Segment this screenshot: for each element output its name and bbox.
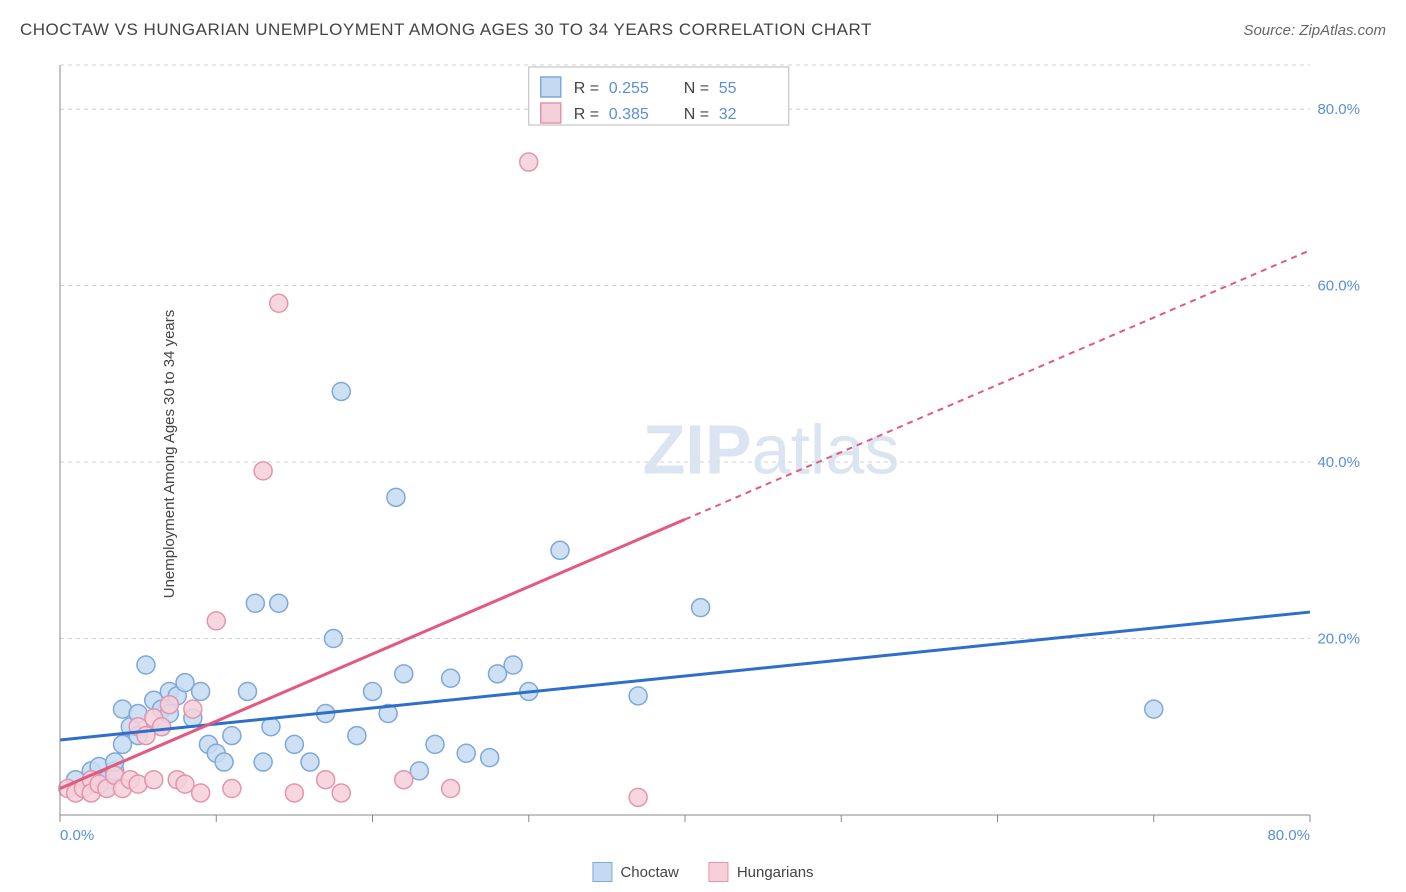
data-point (246, 594, 264, 612)
data-point (137, 656, 155, 674)
data-point (239, 682, 257, 700)
correlation-legend (529, 67, 789, 125)
legend-label: Choctaw (620, 864, 678, 881)
data-point (520, 153, 538, 171)
data-point (692, 599, 710, 617)
y-tick-label: 60.0% (1317, 278, 1360, 295)
legend-r-label: R = (574, 80, 599, 97)
legend-swatch (541, 103, 561, 123)
data-point (481, 749, 499, 767)
chart-source: Source: ZipAtlas.com (1243, 22, 1386, 39)
data-point (442, 780, 460, 798)
legend-item: Hungarians (709, 862, 814, 882)
legend-item: Choctaw (592, 862, 678, 882)
bottom-legend: Choctaw Hungarians (592, 862, 813, 882)
legend-r-value: 0.385 (609, 106, 649, 123)
data-point (223, 727, 241, 745)
legend-r-label: R = (574, 106, 599, 123)
legend-swatch (592, 862, 612, 882)
data-point (395, 771, 413, 789)
legend-swatch (541, 77, 561, 97)
legend-label: Hungarians (737, 864, 814, 881)
legend-n-label: N = (684, 106, 709, 123)
data-point (317, 771, 335, 789)
data-point (442, 669, 460, 687)
x-tick-label: 0.0% (60, 827, 94, 844)
data-point (192, 682, 210, 700)
chart-container: Unemployment Among Ages 30 to 34 years Z… (45, 55, 1386, 852)
data-point (395, 665, 413, 683)
data-point (301, 753, 319, 771)
data-point (184, 700, 202, 718)
data-point (1145, 700, 1163, 718)
data-point (457, 744, 475, 762)
data-point (332, 784, 350, 802)
data-point (254, 462, 272, 480)
scatter-chart: ZIPatlas 0.0% 80.0% 20.0% 40.0% 60.0% 80.0% R =… (45, 55, 1365, 845)
data-point (504, 656, 522, 674)
y-axis-label: Unemployment Among Ages 30 to 34 years (161, 309, 178, 598)
trend-line (60, 612, 1310, 740)
y-tick-label: 80.0% (1317, 101, 1360, 118)
legend-n-label: N = (684, 80, 709, 97)
data-point (192, 784, 210, 802)
data-point (215, 753, 233, 771)
data-point (254, 753, 272, 771)
y-tick-label: 40.0% (1317, 454, 1360, 471)
data-point (551, 541, 569, 559)
legend-swatch (709, 862, 729, 882)
data-point (153, 718, 171, 736)
data-point (223, 780, 241, 798)
data-point (285, 735, 303, 753)
legend-r-value: 0.255 (609, 80, 649, 97)
data-point (270, 594, 288, 612)
trend-line (60, 519, 685, 788)
x-tick-label: 80.0% (1267, 827, 1310, 844)
data-point (145, 771, 163, 789)
chart-title: CHOCTAW VS HUNGARIAN UNEMPLOYMENT AMONG … (20, 20, 872, 40)
chart-header: CHOCTAW VS HUNGARIAN UNEMPLOYMENT AMONG … (20, 20, 1386, 40)
data-point (160, 696, 178, 714)
data-point (629, 788, 647, 806)
trend-line-dashed (685, 250, 1310, 519)
watermark: ZIPatlas (643, 411, 900, 489)
legend-n-value: 32 (719, 106, 737, 123)
data-point (364, 682, 382, 700)
data-point (332, 382, 350, 400)
legend-n-value: 55 (719, 80, 737, 97)
data-point (285, 784, 303, 802)
data-point (324, 630, 342, 648)
data-point (207, 612, 225, 630)
data-point (629, 687, 647, 705)
y-tick-label: 20.0% (1317, 631, 1360, 648)
data-point (348, 727, 366, 745)
data-point (270, 294, 288, 312)
data-point (426, 735, 444, 753)
data-point (387, 488, 405, 506)
